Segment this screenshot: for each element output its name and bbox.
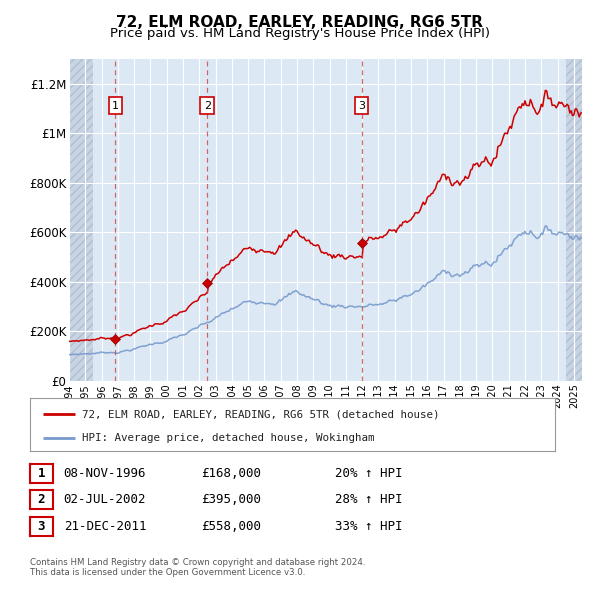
Text: 72, ELM ROAD, EARLEY, READING, RG6 5TR (detached house): 72, ELM ROAD, EARLEY, READING, RG6 5TR (…: [83, 409, 440, 419]
Text: 3: 3: [358, 101, 365, 110]
Text: 2: 2: [38, 493, 45, 506]
Text: Contains HM Land Registry data © Crown copyright and database right 2024.: Contains HM Land Registry data © Crown c…: [30, 558, 365, 566]
Text: 1: 1: [38, 467, 45, 480]
Text: 20% ↑ HPI: 20% ↑ HPI: [335, 467, 403, 480]
Text: £395,000: £395,000: [201, 493, 261, 506]
Text: 72, ELM ROAD, EARLEY, READING, RG6 5TR: 72, ELM ROAD, EARLEY, READING, RG6 5TR: [116, 15, 484, 30]
Text: 21-DEC-2011: 21-DEC-2011: [64, 520, 146, 533]
Text: HPI: Average price, detached house, Wokingham: HPI: Average price, detached house, Woki…: [83, 433, 375, 443]
Text: 3: 3: [38, 520, 45, 533]
Bar: [566, 59, 582, 381]
Text: 28% ↑ HPI: 28% ↑ HPI: [335, 493, 403, 506]
Text: £558,000: £558,000: [201, 520, 261, 533]
Text: 1: 1: [112, 101, 119, 110]
Text: 2: 2: [204, 101, 211, 110]
Text: Price paid vs. HM Land Registry's House Price Index (HPI): Price paid vs. HM Land Registry's House …: [110, 27, 490, 40]
Text: 33% ↑ HPI: 33% ↑ HPI: [335, 520, 403, 533]
Text: 02-JUL-2002: 02-JUL-2002: [64, 493, 146, 506]
Bar: [69, 59, 94, 381]
Text: £168,000: £168,000: [201, 467, 261, 480]
Text: This data is licensed under the Open Government Licence v3.0.: This data is licensed under the Open Gov…: [30, 568, 305, 576]
Text: 08-NOV-1996: 08-NOV-1996: [64, 467, 146, 480]
